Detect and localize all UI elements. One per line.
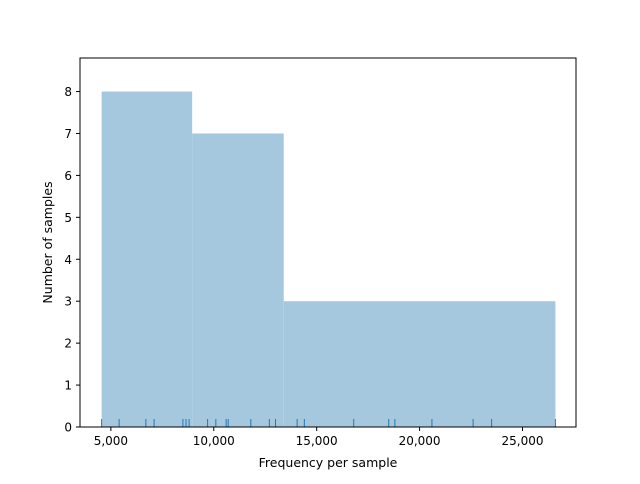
histogram-bar-3 — [283, 301, 556, 427]
x-tick-label-4: 20,000 — [399, 434, 441, 448]
y-tick-label-3: 2 — [64, 337, 72, 351]
plot-frame — [79, 57, 577, 428]
x-axis: 5,000 10,000 15,000 20,000 25,000 — [94, 427, 543, 448]
y-tick-label-5: 4 — [64, 253, 72, 267]
y-tick-label-1: 0 — [64, 421, 72, 435]
histogram-bar-1 — [101, 91, 193, 427]
x-tick-label-5: 25,000 — [501, 434, 543, 448]
x-tick-label-1: 5,000 — [94, 434, 128, 448]
x-tick-label-3: 15,000 — [296, 434, 338, 448]
bars-layer — [101, 91, 556, 427]
y-tick-label-2: 1 — [64, 379, 72, 393]
histogram-bar-2 — [192, 133, 284, 427]
y-tick-label-4: 3 — [64, 295, 72, 309]
y-tick-label-6: 5 — [64, 211, 72, 225]
y-tick-label-8: 7 — [64, 127, 72, 141]
y-axis-label: Number of samples — [40, 181, 55, 303]
y-axis: 0 1 2 3 4 5 6 7 8 — [64, 85, 80, 435]
rug-layer — [101, 419, 556, 427]
y-tick-label-7: 6 — [64, 169, 72, 183]
y-tick-label-9: 8 — [64, 85, 72, 99]
x-tick-label-2: 10,000 — [193, 434, 235, 448]
x-axis-label: Frequency per sample — [259, 455, 398, 470]
